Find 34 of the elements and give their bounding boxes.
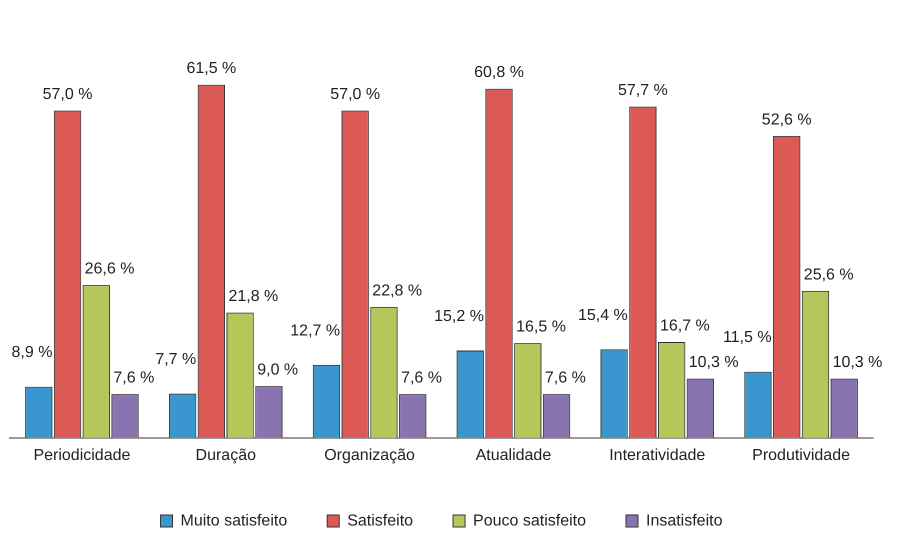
data-label: 11,5 % (722, 329, 772, 346)
legend-label: Pouco satisfeito (473, 512, 586, 530)
data-label: 10,3 % (688, 354, 739, 372)
data-label: 15,4 % (578, 306, 628, 324)
legend-label: Insatisfeito (646, 512, 723, 530)
data-label: 61,5 % (186, 60, 236, 78)
legend-label: Muito satisfeito (180, 512, 288, 530)
data-label: 16,5 % (516, 318, 566, 336)
data-label: 7,6 % (544, 370, 586, 387)
data-label: 52,6 % (762, 111, 812, 128)
legend-label: Satisfeito (347, 512, 414, 530)
data-label: 25,6 % (804, 266, 854, 284)
data-label: 60,8 % (474, 64, 524, 82)
x-tick-label: Duração (196, 446, 256, 464)
data-label: 7,7 % (155, 351, 196, 368)
x-tick-label: Interatividade (609, 446, 706, 464)
x-tick-label: Organização (324, 446, 416, 464)
data-label: 10,3 % (832, 354, 882, 372)
data-label: 21,8 % (228, 288, 278, 306)
data-label: 16,7 % (660, 317, 710, 334)
data-label: 7,6 % (113, 370, 154, 387)
data-label: 15,2 % (434, 308, 484, 325)
data-label: 8,9 % (12, 344, 52, 362)
data-label: 57,0 % (330, 86, 380, 104)
data-label: 22,8 % (372, 282, 422, 300)
data-label: 57,0 % (42, 86, 92, 104)
data-label: 26,6 % (84, 260, 134, 278)
data-label: 7,6 % (401, 370, 442, 387)
data-label: 9,0 % (257, 362, 298, 379)
x-tick-label: Periodicidade (33, 446, 130, 464)
data-label: 57,7 % (618, 82, 668, 100)
data-label: 12,7 % (290, 322, 340, 340)
x-tick-label: Produtividade (752, 446, 850, 464)
x-tick-label: Atualidade (476, 446, 552, 464)
